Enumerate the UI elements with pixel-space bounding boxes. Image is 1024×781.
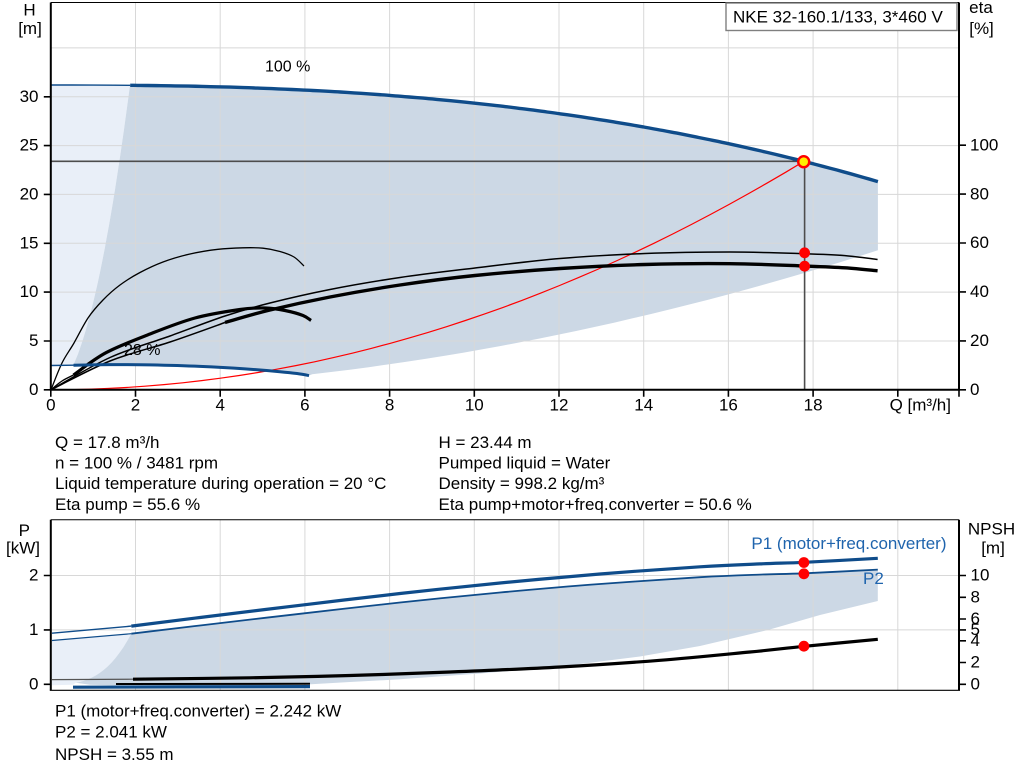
svg-text:15: 15 xyxy=(20,233,39,252)
svg-text:Eta pump = 55.6 %: Eta pump = 55.6 % xyxy=(55,495,200,514)
svg-text:2: 2 xyxy=(131,396,140,415)
svg-text:8: 8 xyxy=(971,588,980,607)
svg-text:60: 60 xyxy=(970,233,989,252)
svg-text:NPSH = 3.55 m: NPSH = 3.55 m xyxy=(55,745,174,764)
svg-text:5: 5 xyxy=(971,620,980,639)
svg-text:0: 0 xyxy=(970,380,979,399)
svg-text:6: 6 xyxy=(971,609,980,628)
svg-text:0: 0 xyxy=(29,674,38,693)
svg-text:10: 10 xyxy=(20,282,39,301)
svg-text:12: 12 xyxy=(550,396,569,415)
svg-text:30: 30 xyxy=(20,87,39,106)
svg-text:P2: P2 xyxy=(863,569,884,588)
svg-text:[m]: [m] xyxy=(981,539,1005,558)
svg-text:[kW]: [kW] xyxy=(6,538,40,557)
svg-text:10: 10 xyxy=(971,566,990,585)
svg-text:1: 1 xyxy=(29,620,38,639)
svg-text:Q = 17.8 m³/h: Q = 17.8 m³/h xyxy=(55,433,159,452)
svg-text:100: 100 xyxy=(970,135,998,154)
svg-text:20: 20 xyxy=(20,184,39,203)
svg-text:NPSH: NPSH xyxy=(968,519,1015,538)
svg-text:H = 23.44 m: H = 23.44 m xyxy=(439,433,532,452)
svg-text:[%]: [%] xyxy=(969,19,994,38)
svg-text:4: 4 xyxy=(215,396,224,415)
svg-text:14: 14 xyxy=(634,396,653,415)
svg-text:18: 18 xyxy=(804,396,823,415)
svg-text:0: 0 xyxy=(46,396,55,415)
svg-text:0: 0 xyxy=(971,675,980,694)
svg-text:H: H xyxy=(23,0,35,19)
svg-text:4: 4 xyxy=(971,631,980,650)
svg-text:P1 (motor+freq.converter) = 2.: P1 (motor+freq.converter) = 2.242 kW xyxy=(55,702,341,721)
svg-text:100 %: 100 % xyxy=(265,59,310,76)
svg-text:2: 2 xyxy=(971,653,980,672)
svg-text:P: P xyxy=(19,521,30,540)
svg-text:8: 8 xyxy=(385,396,394,415)
svg-text:Eta pump+motor+freq.converter: Eta pump+motor+freq.converter = 50.6 % xyxy=(439,495,752,514)
svg-text:NKE 32-160.1/133, 3*460 V: NKE 32-160.1/133, 3*460 V xyxy=(733,8,943,27)
svg-text:6: 6 xyxy=(300,396,309,415)
svg-text:5: 5 xyxy=(29,331,38,350)
svg-text:80: 80 xyxy=(970,184,989,203)
svg-text:2: 2 xyxy=(29,566,38,585)
svg-text:28 %: 28 % xyxy=(124,342,160,359)
svg-text:[m]: [m] xyxy=(18,19,42,38)
svg-text:0: 0 xyxy=(29,380,38,399)
svg-text:16: 16 xyxy=(719,396,738,415)
svg-text:P1 (motor+freq.converter): P1 (motor+freq.converter) xyxy=(751,534,946,553)
svg-text:25: 25 xyxy=(20,136,39,155)
svg-text:40: 40 xyxy=(970,282,989,301)
svg-text:Density = 998.2 kg/m³: Density = 998.2 kg/m³ xyxy=(439,474,605,493)
svg-text:Pumped liquid = Water: Pumped liquid = Water xyxy=(439,454,611,473)
svg-text:10: 10 xyxy=(465,396,484,415)
svg-text:Q [m³/h]: Q [m³/h] xyxy=(890,396,951,415)
svg-text:Liquid temperature during oper: Liquid temperature during operation = 20… xyxy=(55,474,386,493)
svg-text:n = 100 % / 3481 rpm: n = 100 % / 3481 rpm xyxy=(55,454,218,473)
svg-text:P2 = 2.041 kW: P2 = 2.041 kW xyxy=(55,722,167,741)
svg-text:20: 20 xyxy=(970,331,989,350)
svg-text:eta: eta xyxy=(969,0,993,17)
